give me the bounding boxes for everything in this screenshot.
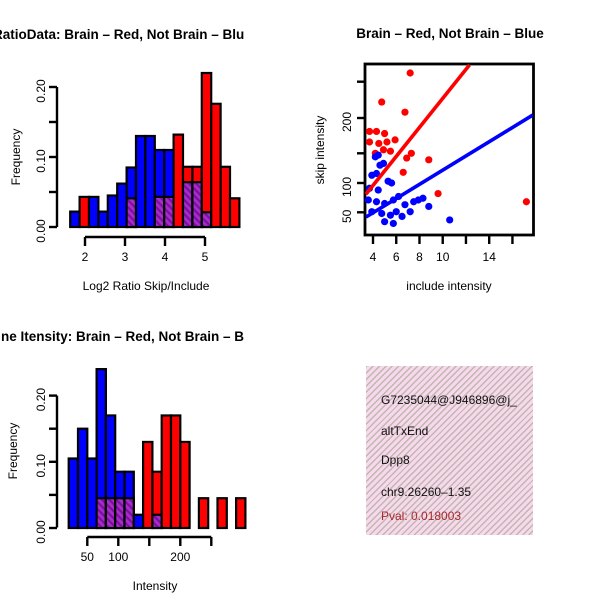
- svg-text:100: 100: [340, 177, 354, 197]
- svg-text:2: 2: [82, 250, 89, 264]
- pval-text: Pval: 0.018003: [381, 509, 462, 523]
- svg-text:8: 8: [416, 250, 423, 264]
- svg-text:include intensity: include intensity: [406, 279, 491, 293]
- svg-text:50: 50: [81, 550, 95, 564]
- scatter-fit-lines: [364, 63, 534, 219]
- svg-text:0.20: 0.20: [34, 79, 48, 103]
- svg-text:Frequency: Frequency: [6, 423, 20, 480]
- svg-text:10: 10: [436, 250, 450, 264]
- svg-text:4: 4: [162, 250, 169, 264]
- svg-text:0.10: 0.10: [34, 149, 48, 173]
- svg-text:Log2 Ratio Skip/Include: Log2 Ratio Skip/Include: [83, 279, 210, 293]
- svg-text:100: 100: [108, 550, 128, 564]
- svg-text:0.20: 0.20: [34, 388, 48, 412]
- svg-text:Frequency: Frequency: [9, 129, 23, 186]
- info-box: G7235044@J946896@j_ altTxEnd Dpp8 chr9.2…: [366, 366, 533, 535]
- hist2-title: ne Itensity: Brain – Red, Not Brain – B: [1, 329, 245, 344]
- svg-text:Intensity: Intensity: [133, 579, 178, 593]
- svg-text:skip intensity: skip intensity: [313, 116, 327, 185]
- hist2-bars: [67, 368, 247, 530]
- hist1-axes: 0.00 0.10 0.20 2 3 4 5 Log2 Ratio Skip/Include F…: [9, 79, 210, 293]
- svg-text:50: 50: [340, 209, 354, 223]
- svg-text:4: 4: [370, 250, 377, 264]
- svg-text:14: 14: [483, 250, 497, 264]
- svg-text:0.00: 0.00: [34, 520, 48, 544]
- svg-text:0.00: 0.00: [34, 219, 48, 243]
- info-line-event-type: altTxEnd: [381, 424, 429, 438]
- svg-text:6: 6: [393, 250, 400, 264]
- info-line-probe-id: G7235044@J946896@j_: [381, 393, 517, 407]
- svg-text:200: 200: [170, 550, 190, 564]
- svg-text:200: 200: [340, 112, 354, 132]
- hist1-title: RatioData: Brain – Red, Not Brain – Blu: [0, 27, 245, 42]
- hist2-axes: 0.00 0.10 0.20 50 100 200 Intensity Frequency: [6, 388, 213, 593]
- scatter-points-red: [365, 69, 530, 206]
- svg-text:0.10: 0.10: [34, 454, 48, 478]
- scatter-title: Brain – Red, Not Brain – Blue: [356, 26, 544, 41]
- svg-text:3: 3: [122, 250, 129, 264]
- info-line-gene: Dpp8: [381, 453, 410, 467]
- hist1-bars: [69, 71, 241, 229]
- scatter-axes: 4 6 8 10 14 50 100 200 include intensity skip int…: [313, 62, 535, 293]
- svg-text:5: 5: [202, 250, 209, 264]
- info-line-location: chr9.26260–1.35: [381, 485, 472, 499]
